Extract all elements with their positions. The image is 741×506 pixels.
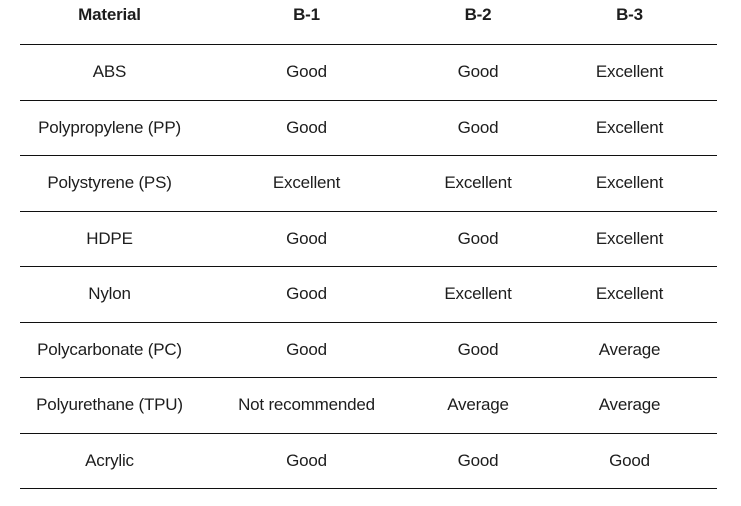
rating-cell: Good: [199, 100, 414, 156]
material-cell: Polystyrene (PS): [20, 155, 199, 212]
rating-cell: Good: [414, 211, 542, 267]
rating-cell: Average: [542, 377, 717, 434]
rating-cell: Excellent: [414, 266, 542, 323]
rating-cell: Average: [414, 377, 542, 434]
table-row: Polypropylene (PP) Good Good Excellent: [20, 100, 717, 156]
rating-cell: Good: [199, 433, 414, 489]
rating-cell: Good: [199, 211, 414, 267]
rating-cell: Good: [199, 266, 414, 323]
table-row: Acrylic Good Good Good: [20, 433, 717, 489]
rating-cell: Good: [199, 44, 414, 101]
material-cell: Polycarbonate (PC): [20, 322, 199, 378]
material-cell: Polypropylene (PP): [20, 100, 199, 156]
rating-cell: Good: [542, 433, 717, 489]
material-cell: Nylon: [20, 266, 199, 323]
material-cell: Acrylic: [20, 433, 199, 489]
column-header-material: Material: [20, 0, 199, 45]
table-row: Nylon Good Excellent Excellent: [20, 266, 717, 323]
material-cell: ABS: [20, 44, 199, 101]
rating-cell: Good: [414, 44, 542, 101]
header-row: Material B-1 B-2 B-3: [20, 0, 717, 45]
rating-cell: Not recommended: [199, 377, 414, 434]
rating-cell: Excellent: [542, 266, 717, 323]
rating-cell: Excellent: [542, 211, 717, 267]
rating-cell: Excellent: [199, 155, 414, 212]
rating-cell: Excellent: [542, 44, 717, 101]
rating-cell: Excellent: [542, 155, 717, 212]
table-row: Polystyrene (PS) Excellent Excellent Exc…: [20, 155, 717, 212]
column-header-b3: B-3: [542, 0, 717, 45]
rating-cell: Good: [414, 100, 542, 156]
rating-cell: Good: [414, 433, 542, 489]
column-header-b2: B-2: [414, 0, 542, 45]
rating-cell: Excellent: [542, 100, 717, 156]
rating-cell: Good: [199, 322, 414, 378]
column-header-b1: B-1: [199, 0, 414, 45]
rating-cell: Excellent: [414, 155, 542, 212]
rating-cell: Good: [414, 322, 542, 378]
table-row: HDPE Good Good Excellent: [20, 211, 717, 267]
table-row: Polyurethane (TPU) Not recommended Avera…: [20, 377, 717, 434]
table-row: ABS Good Good Excellent: [20, 44, 717, 101]
material-cell: HDPE: [20, 211, 199, 267]
material-compatibility-table: Material B-1 B-2 B-3 ABS Good Good Excel…: [20, 0, 717, 489]
table-row: Polycarbonate (PC) Good Good Average: [20, 322, 717, 378]
rating-cell: Average: [542, 322, 717, 378]
material-cell: Polyurethane (TPU): [20, 377, 199, 434]
